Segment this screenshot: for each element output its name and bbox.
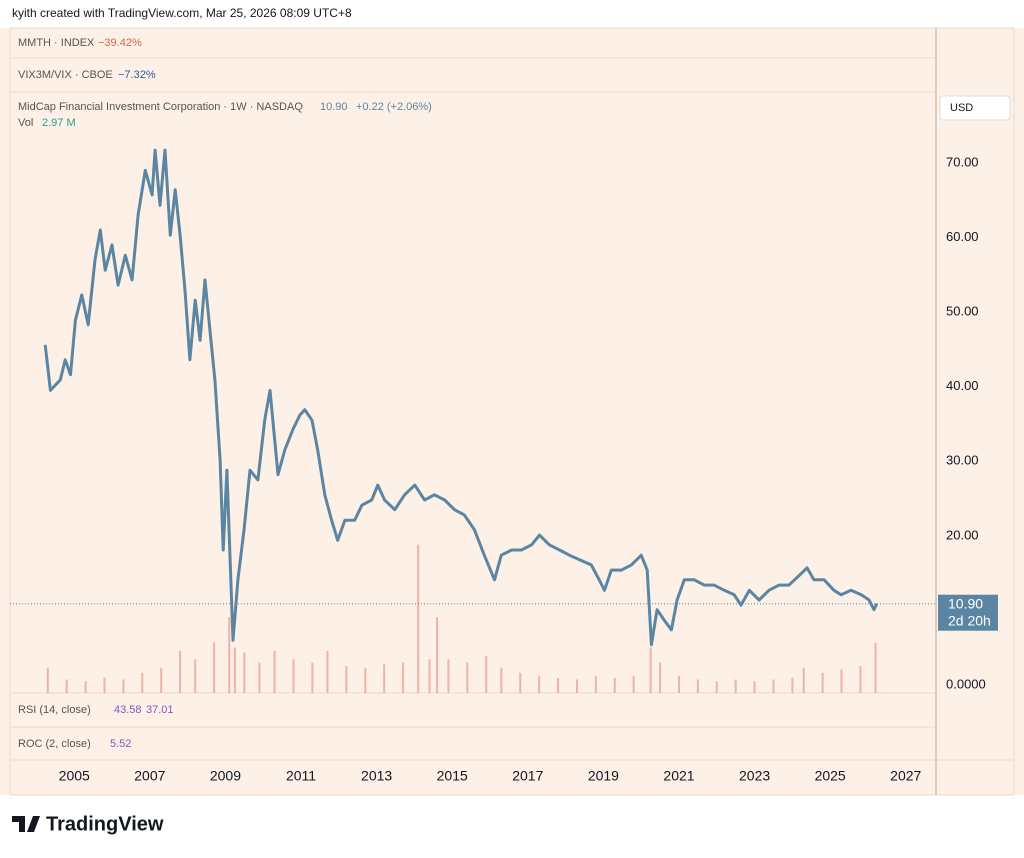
x-tick-label: 2005 xyxy=(59,768,90,784)
volume-bar xyxy=(557,677,560,693)
volume-bar xyxy=(46,667,49,693)
volume-bar xyxy=(802,667,805,693)
y-tick-label: 0.0000 xyxy=(946,676,986,691)
volume-bar xyxy=(859,666,862,693)
y-tick-label: 50.00 xyxy=(946,303,979,318)
volume-bar xyxy=(772,679,775,693)
logo-text: TradingView xyxy=(46,813,164,835)
volume-bar xyxy=(311,662,314,693)
volume-bar xyxy=(258,662,261,693)
volume-bar xyxy=(696,679,699,693)
volume-bar xyxy=(447,659,450,693)
rsi-value: 37.01 xyxy=(146,704,174,716)
volume-bar xyxy=(345,666,348,693)
volume-bar xyxy=(821,672,824,693)
volume-bar xyxy=(734,679,737,693)
volume-bar xyxy=(791,677,794,693)
roc-name: ROC (2, close) xyxy=(18,738,91,750)
roc-value: 5.52 xyxy=(110,738,131,750)
volume-bar xyxy=(160,667,163,693)
volume-bar xyxy=(466,662,469,693)
volume-bar xyxy=(292,659,295,693)
x-tick-label: 2013 xyxy=(361,768,392,784)
chart-background xyxy=(0,28,1024,795)
pane-name: VIX3M/VIX · CBOE xyxy=(18,69,113,81)
countdown: 2d 20h xyxy=(948,612,991,628)
volume-bar xyxy=(753,681,756,693)
volume-bar xyxy=(194,659,197,693)
volume-bar xyxy=(500,667,503,693)
logo[interactable]: TradingView xyxy=(12,813,164,835)
volume-bar xyxy=(228,617,231,693)
volume-bar xyxy=(179,650,182,693)
volume-bar xyxy=(402,662,405,693)
volume-bar xyxy=(65,679,68,693)
x-tick-label: 2019 xyxy=(588,768,619,784)
x-tick-label: 2017 xyxy=(512,768,543,784)
price-line xyxy=(43,148,879,647)
vol-name: Vol xyxy=(18,117,33,129)
x-tick-label: 2015 xyxy=(437,768,468,784)
volume-bar xyxy=(436,617,439,693)
currency-box[interactable] xyxy=(939,95,1011,121)
rsi-name: RSI (14, close) xyxy=(18,704,91,716)
volume-bar xyxy=(233,647,236,693)
price-change: +0.22 (+2.06%) xyxy=(356,101,432,113)
volume-bar xyxy=(538,676,541,693)
pane-name: MMTH · INDEX xyxy=(18,37,95,49)
volume-bar xyxy=(840,669,843,693)
volume-bar xyxy=(213,642,216,693)
last-price-box xyxy=(938,594,998,631)
rsi-value: 43.58 xyxy=(114,704,142,716)
volume-bar xyxy=(575,679,578,693)
volume-bar xyxy=(122,679,125,693)
volume-bar xyxy=(677,676,680,693)
volume-bar xyxy=(383,664,386,693)
volume-bar xyxy=(428,659,431,693)
volume-bar xyxy=(519,672,522,693)
x-tick-label: 2009 xyxy=(210,768,241,784)
volume-bar xyxy=(273,650,276,693)
pane-borders xyxy=(9,27,1015,796)
last-price-label: 10.90 xyxy=(948,595,983,611)
y-tick-label: 40.00 xyxy=(946,378,979,393)
volume-bar xyxy=(594,676,597,693)
y-tick-label: 60.00 xyxy=(946,229,979,244)
y-tick-label: 30.00 xyxy=(946,453,979,468)
symbol: MidCap Financial Investment Corporation … xyxy=(18,101,303,113)
x-tick-label: 2027 xyxy=(890,768,921,784)
y-tick-label: 70.00 xyxy=(946,154,979,169)
pane-change: −39.42% xyxy=(98,37,142,49)
x-tick-label: 2021 xyxy=(663,768,694,784)
volume-bar xyxy=(715,681,718,693)
x-tick-label: 2007 xyxy=(134,768,165,784)
volume-bar xyxy=(103,677,106,693)
volume-bar xyxy=(659,662,662,693)
volume-bar xyxy=(141,672,144,693)
volume-bar xyxy=(485,655,488,693)
volume-bar xyxy=(613,677,616,693)
pane-change: −7.32% xyxy=(118,69,156,81)
x-tick-label: 2023 xyxy=(739,768,770,784)
volume-bar xyxy=(874,642,877,693)
currency[interactable]: USD xyxy=(950,102,973,114)
credit: kyith created with TradingView.com, Mar … xyxy=(12,6,352,20)
volume-bar xyxy=(243,652,246,693)
x-tick-label: 2025 xyxy=(815,768,846,784)
volume-bar xyxy=(326,650,329,693)
volume-bar xyxy=(417,544,420,693)
x-tick-label: 2011 xyxy=(286,768,316,784)
y-tick-label: 20.00 xyxy=(946,527,979,542)
volume-bar xyxy=(364,667,367,693)
volume-bar xyxy=(84,681,87,693)
logo-mark xyxy=(12,816,40,832)
volume-bar xyxy=(632,676,635,693)
vol-value: 2.97 M xyxy=(42,117,76,129)
last-price: 10.90 xyxy=(320,101,348,113)
volume-bar xyxy=(649,647,652,693)
